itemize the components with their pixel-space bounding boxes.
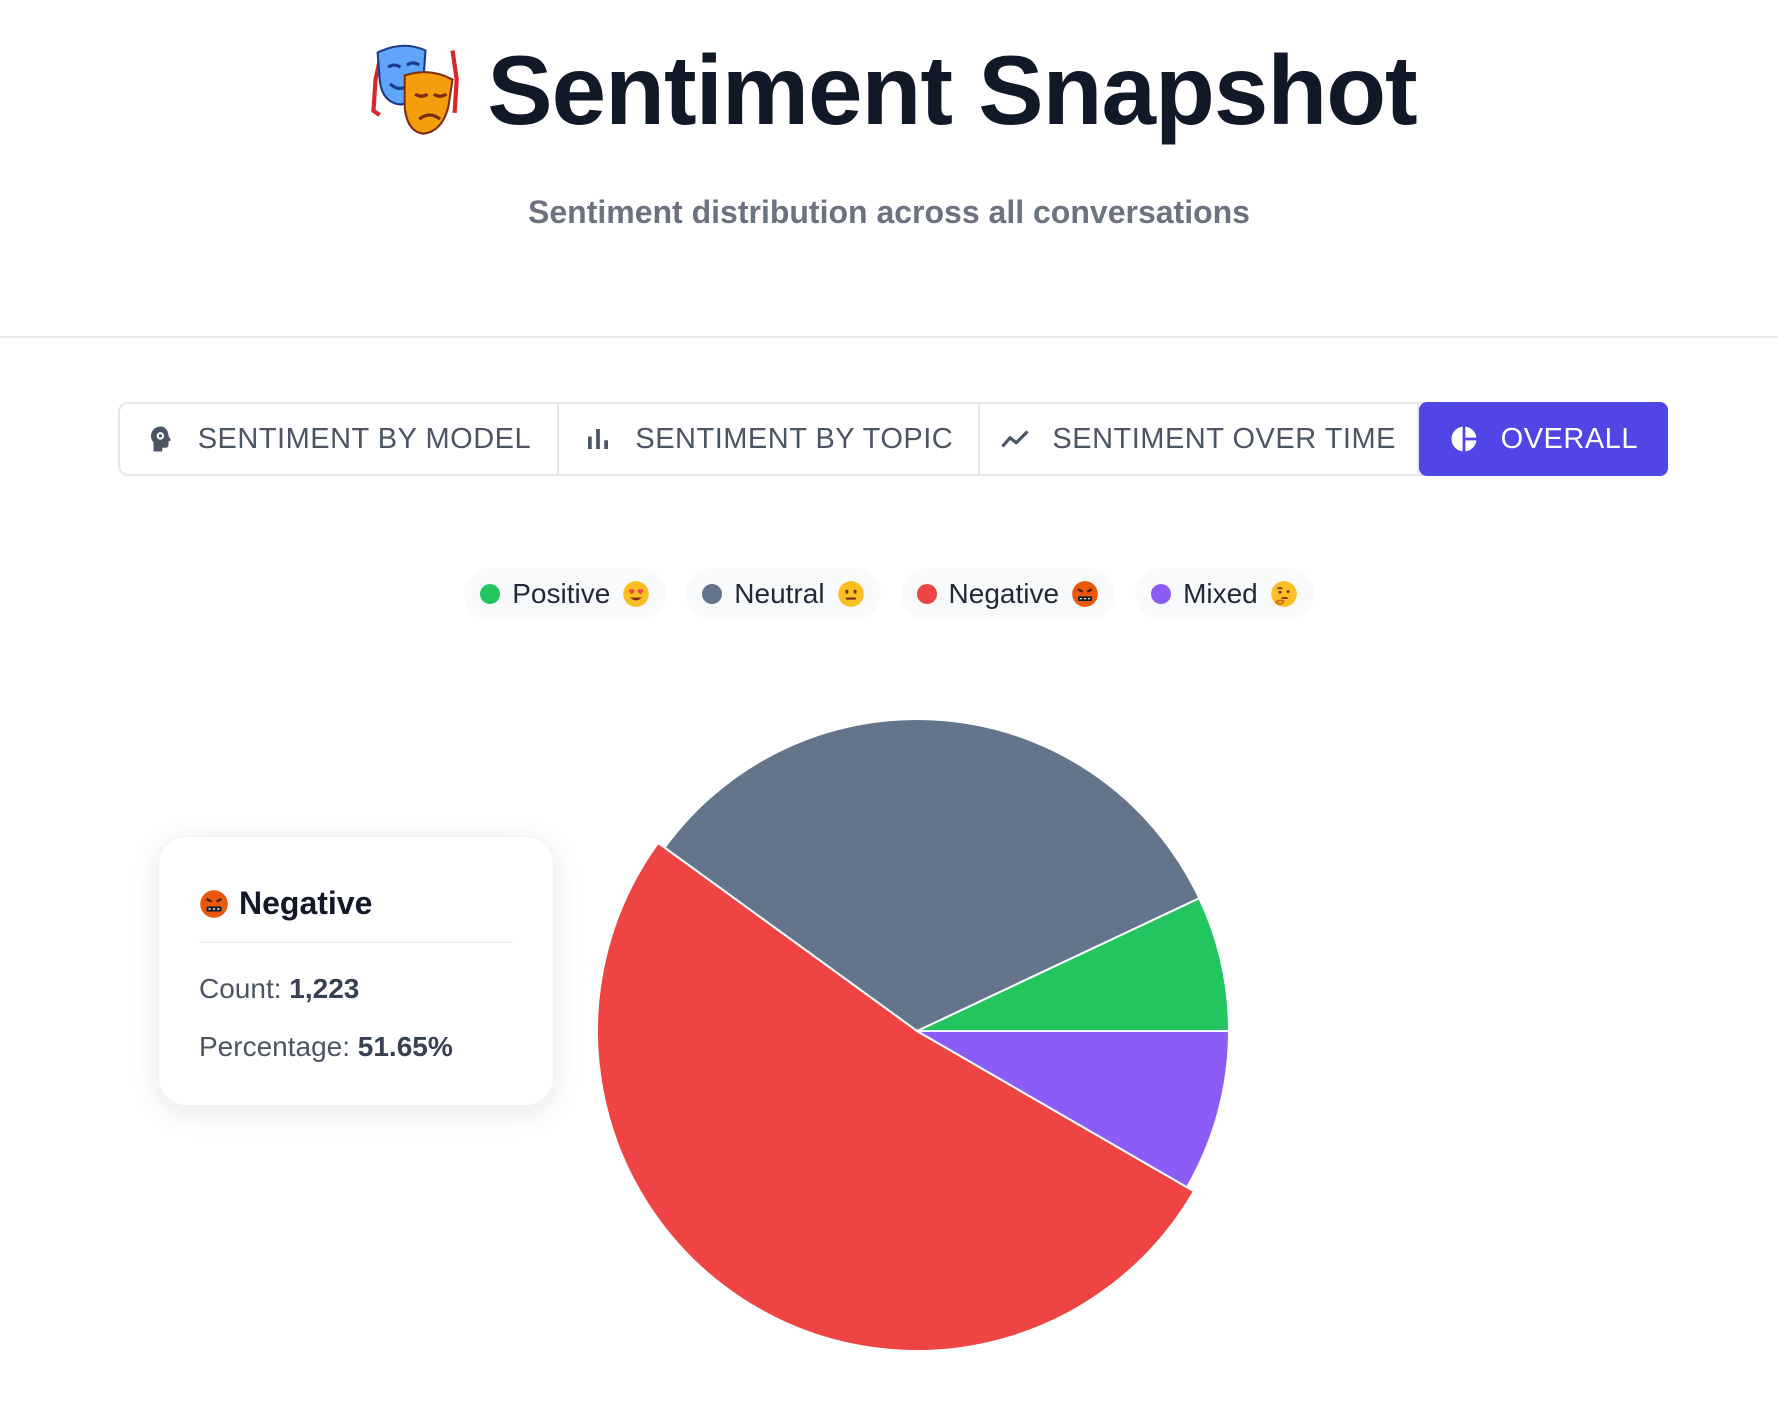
chart-legend: Positive Neutral Negative Mixed xyxy=(0,568,1778,620)
tooltip-header: Negative xyxy=(199,885,513,922)
performing-arts-masks-icon xyxy=(371,44,460,135)
view-tabs: SENTIMENT BY MODEL SENTIMENT BY TOPIC SE… xyxy=(118,402,1668,476)
tooltip-percentage: Percentage: 51.65% xyxy=(199,1031,453,1063)
legend-label: Negative xyxy=(948,578,1060,609)
trend-line-icon xyxy=(1001,430,1030,448)
tooltip-count-label: Count: xyxy=(199,973,282,1004)
tab-label: SENTIMENT BY TOPIC xyxy=(635,422,954,455)
legend-item-negative[interactable]: Negative xyxy=(900,568,1116,620)
legend-label: Neutral xyxy=(734,578,825,609)
legend-item-positive[interactable]: Positive xyxy=(464,568,667,620)
legend-dot xyxy=(1151,584,1172,604)
tab-sentiment-by-topic[interactable]: SENTIMENT BY TOPIC xyxy=(559,404,980,474)
page-subtitle: Sentiment distribution across all conver… xyxy=(528,194,1250,230)
thinking-face-emoji-icon xyxy=(1270,581,1297,607)
tab-overall[interactable]: OVERALL xyxy=(1418,402,1668,476)
chart-tooltip: Negative Count: 1,223 Percentage: 51.65% xyxy=(158,836,554,1106)
tooltip-percentage-value: 51.65% xyxy=(357,1031,453,1062)
pie-slice-negative[interactable] xyxy=(596,841,1196,1352)
header: Sentiment Snapshot Sentiment distributio… xyxy=(0,0,1778,338)
tooltip-series-name: Negative xyxy=(239,885,373,921)
page-title: Sentiment Snapshot xyxy=(487,34,1417,145)
heart-eyes-emoji-icon xyxy=(623,581,650,607)
tooltip-divider xyxy=(199,941,513,943)
legend-label: Mixed xyxy=(1183,578,1258,609)
legend-item-mixed[interactable]: Mixed xyxy=(1135,568,1314,620)
tab-label: SENTIMENT BY MODEL xyxy=(197,422,532,455)
pie-slice-positive[interactable] xyxy=(916,896,1231,1032)
bar-chart-icon xyxy=(588,429,609,449)
legend-item-neutral[interactable]: Neutral xyxy=(686,568,881,620)
cursing-face-emoji-icon xyxy=(200,889,228,918)
tab-sentiment-by-model[interactable]: SENTIMENT BY MODEL xyxy=(120,404,559,474)
tooltip-count-value: 1,223 xyxy=(289,973,360,1004)
legend-label: Positive xyxy=(512,578,611,609)
tab-label: SENTIMENT OVER TIME xyxy=(1052,422,1396,455)
pie-slice-mixed[interactable] xyxy=(913,1030,1231,1189)
legend-dot xyxy=(480,584,501,604)
head-gear-icon xyxy=(150,426,171,452)
cursing-face-emoji-icon xyxy=(1072,581,1098,607)
tooltip-percentage-label: Percentage: xyxy=(199,1031,350,1062)
legend-dot xyxy=(916,584,937,604)
tab-sentiment-over-time[interactable]: SENTIMENT OVER TIME xyxy=(980,404,1419,474)
title-row: Sentiment Snapshot xyxy=(0,30,1778,150)
tooltip-count: Count: 1,223 xyxy=(199,973,359,1005)
pie-chart-icon xyxy=(1451,426,1477,452)
tab-label: OVERALL xyxy=(1500,422,1638,455)
neutral-face-emoji-icon xyxy=(837,581,864,607)
pie-slice-neutral[interactable] xyxy=(663,717,1201,1033)
legend-dot xyxy=(702,584,723,604)
